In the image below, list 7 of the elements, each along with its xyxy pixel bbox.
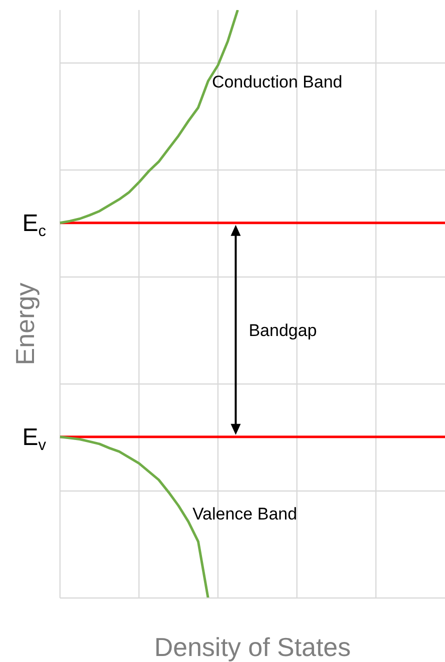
series-label: Conduction Band (212, 72, 342, 92)
ref-line-label: E$_{v}$ (22, 424, 46, 454)
ref-line-label: E$_{c}$ (22, 210, 46, 240)
annotation: Bandgap (248, 320, 317, 340)
x-axis-title: Density of States (154, 632, 351, 662)
y-axis-title: Energy (10, 282, 40, 366)
series-label: Valence Band (192, 504, 298, 524)
